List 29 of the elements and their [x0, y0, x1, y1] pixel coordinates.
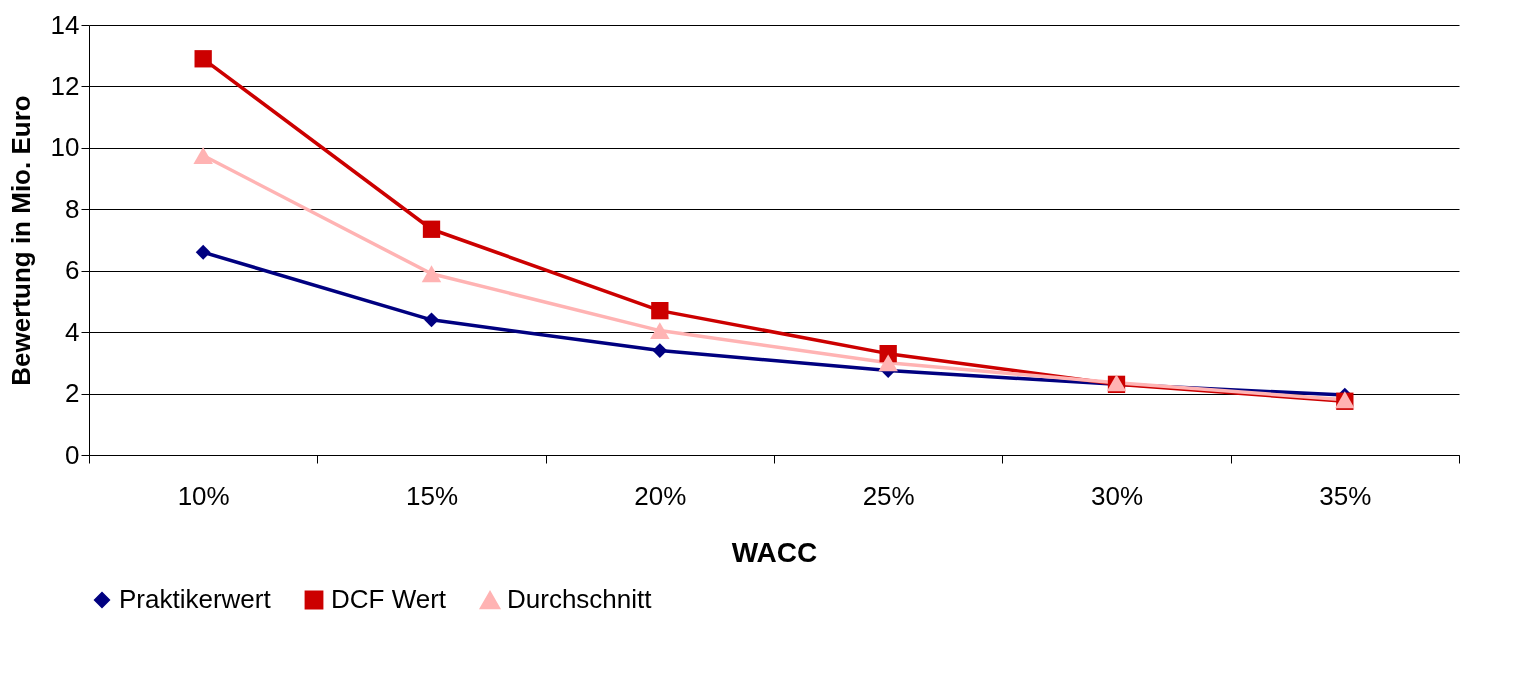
point [650, 322, 670, 340]
y-tick-label: 8 [65, 193, 80, 224]
y-tick-label: 6 [65, 255, 80, 286]
point [424, 312, 439, 328]
x-tick-label: 10% [177, 480, 230, 511]
y-tick-label: 14 [50, 9, 80, 40]
y-tick-label: 0 [65, 439, 80, 470]
point [194, 50, 212, 68]
x-tick-label: 35% [1319, 480, 1372, 511]
point [422, 220, 441, 238]
point [652, 343, 668, 358]
point [193, 147, 213, 164]
legend-label: Praktikerwert [119, 584, 272, 614]
y-tick-label: 10 [50, 132, 80, 163]
x-tick-label: 20% [634, 480, 687, 511]
y-tick-label: 12 [50, 70, 80, 101]
point [421, 265, 442, 283]
legend-label: Durchschnitt [507, 584, 653, 614]
y-axis-title: Bewertung in Mio. Euro [5, 95, 36, 386]
y-tick-label: 2 [65, 378, 80, 409]
legend-label: DCF Wert [331, 584, 447, 614]
x-tick-label: 25% [862, 480, 915, 511]
point [878, 354, 898, 372]
x-tick-label: 30% [1090, 480, 1144, 511]
y-tick-label: 4 [65, 316, 80, 347]
point [195, 244, 211, 260]
point [651, 301, 669, 320]
x-axis-title: WACC [731, 536, 818, 568]
x-tick-label: 15% [405, 480, 459, 511]
